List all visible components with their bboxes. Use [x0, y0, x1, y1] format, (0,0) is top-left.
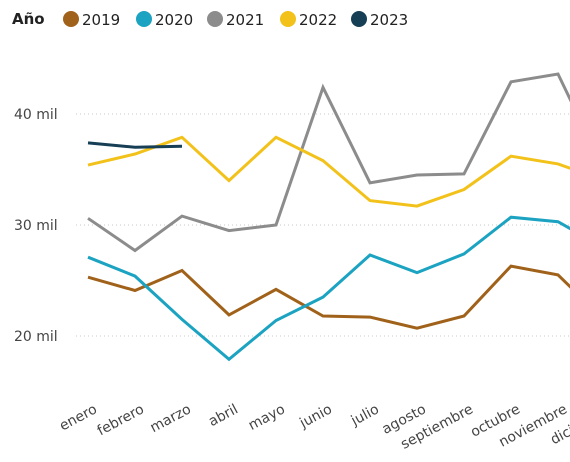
legend-title: Año: [12, 10, 45, 28]
x-tick-label: abril: [206, 401, 241, 430]
y-tick-label: 20 mil: [14, 329, 58, 345]
legend-marker-2022: [280, 11, 296, 27]
y-tick-label: 40 mil: [14, 107, 58, 123]
legend-label-2022: 2022: [299, 11, 337, 29]
series-line-2023: [87, 141, 183, 149]
legend-label-2023: 2023: [370, 11, 408, 29]
y-axis-tick-labels: 20 mil 30 mil 40 mil: [14, 107, 58, 345]
series-line-2019: [87, 264, 570, 330]
series-line-2022: [87, 135, 570, 208]
legend-label-2019: 2019: [82, 11, 120, 29]
legend-items: 2019 2020 2021 2022 2023: [63, 11, 408, 29]
x-tick-label: mayo: [246, 401, 288, 433]
legend-marker-2020: [136, 11, 152, 27]
legend-marker-2021: [207, 11, 223, 27]
legend-marker-2019: [63, 11, 79, 27]
series-line-2021: [87, 72, 570, 253]
x-tick-label: julio: [348, 401, 382, 429]
legend: Año 2019 2020 2021 2022 2023: [12, 10, 408, 29]
x-tick-label: junio: [296, 401, 334, 432]
legend-marker-2023: [351, 11, 367, 27]
legend-label-2020: 2020: [155, 11, 193, 29]
x-tick-label: marzo: [148, 401, 194, 436]
series-lines: [87, 72, 570, 362]
legend-label-2021: 2021: [226, 11, 264, 29]
x-tick-label: enero: [57, 401, 100, 434]
series-line-2020: [87, 215, 570, 362]
x-tick-label: febrero: [95, 401, 147, 439]
y-tick-label: 30 mil: [14, 218, 58, 234]
